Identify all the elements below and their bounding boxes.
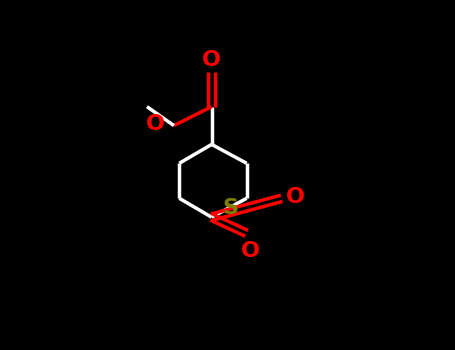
Text: S: S: [222, 198, 238, 218]
Text: O: O: [241, 241, 260, 261]
Text: O: O: [202, 49, 221, 70]
Text: O: O: [146, 114, 165, 134]
Text: O: O: [286, 187, 305, 207]
